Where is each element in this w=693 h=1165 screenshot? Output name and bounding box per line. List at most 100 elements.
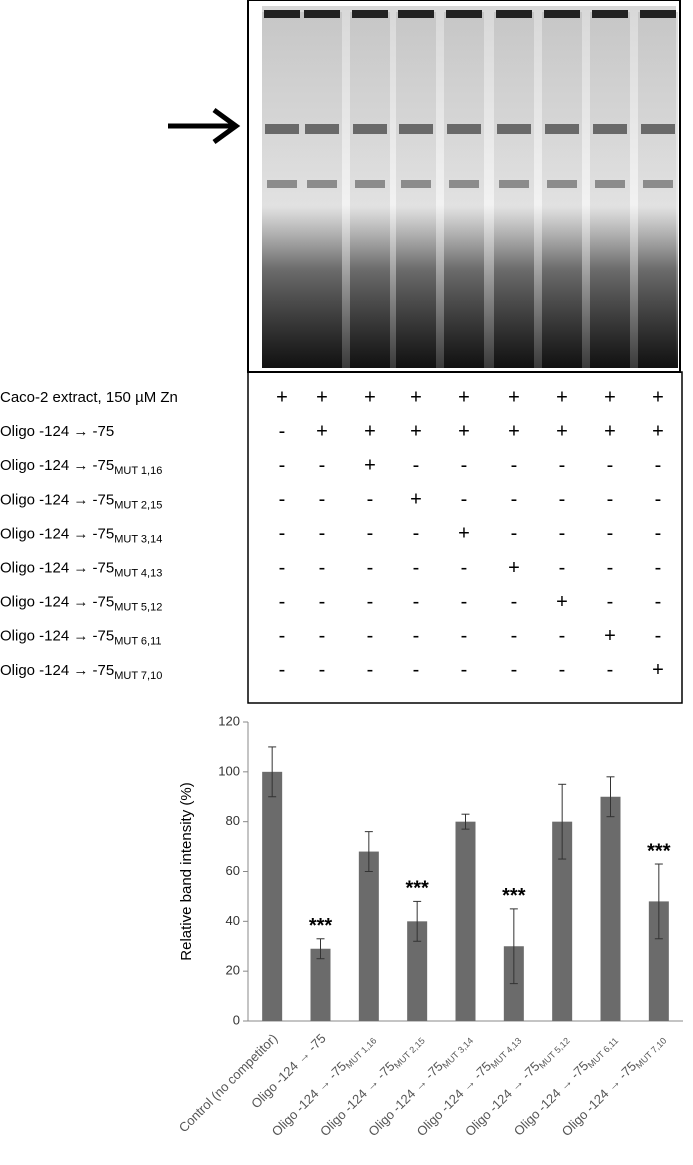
gel-lane <box>302 12 342 368</box>
error-bar <box>654 863 663 940</box>
bar <box>552 821 573 1021</box>
y-tick-label: 60 <box>226 863 240 878</box>
y-axis-label: Relative band intensity (%) <box>178 782 195 960</box>
row-label: Oligo -124 → -75MUT 6,11 <box>0 628 162 648</box>
table-cell: + <box>410 420 422 442</box>
gel-lane <box>444 12 484 368</box>
table-cell: - <box>511 625 518 647</box>
gel-band <box>447 124 481 134</box>
row-label: Oligo -124 → -75MUT 5,12 <box>0 594 162 614</box>
gel-band <box>545 124 579 134</box>
row-label: Oligo -124 → -75MUT 4,13 <box>0 559 162 579</box>
table-cell: + <box>604 420 616 442</box>
table-cell: - <box>413 523 420 545</box>
table: Caco-2 extract, 150 µM Zn + + + + + + + + + Oligo … <box>0 386 664 681</box>
table-cell: - <box>461 659 468 681</box>
row-label-subscript: MUT 5,12 <box>114 602 162 614</box>
gel-band <box>595 180 625 188</box>
table-cell: + <box>316 386 328 408</box>
row-label: Oligo -124 → -75 <box>0 423 114 440</box>
gel-lane <box>396 12 436 368</box>
table-cell: - <box>413 659 420 681</box>
table-cell: + <box>364 386 376 408</box>
table-cell: + <box>364 454 376 476</box>
table-cell: - <box>511 523 518 545</box>
table-cell: + <box>276 386 288 408</box>
row-label: Oligo -124 → -75MUT 7,10 <box>0 662 162 682</box>
table-cell: - <box>413 591 420 613</box>
table-cell: + <box>508 557 520 579</box>
row-label: Oligo -124 → -75MUT 1,16 <box>0 457 162 477</box>
row-label-text: Oligo -124 → -75 <box>0 491 114 508</box>
gel-band <box>593 124 627 134</box>
row-label: Caco-2 extract, 150 µM Zn <box>0 389 178 406</box>
table-cell: - <box>367 591 374 613</box>
table-cell: - <box>511 489 518 511</box>
table-cell: + <box>652 659 664 681</box>
gel-well <box>544 10 580 18</box>
row-label-text: Oligo -124 → -75 <box>0 594 114 611</box>
table-cell: + <box>556 420 568 442</box>
y-tick-label: 40 <box>226 913 240 928</box>
error-bar <box>509 908 518 985</box>
row-label-subscript: MUT 2,15 <box>114 499 162 511</box>
table-cell: - <box>655 454 662 476</box>
y-tick-label: 20 <box>226 963 240 978</box>
row-label-text: Oligo -124 → -75 <box>0 423 114 440</box>
gel-band <box>265 124 299 134</box>
table-cell: - <box>655 557 662 579</box>
bar <box>600 796 621 1021</box>
table-cell: + <box>364 420 376 442</box>
table-cell: - <box>279 659 286 681</box>
table-cell: - <box>367 625 374 647</box>
gel-band <box>641 124 675 134</box>
table-cell: - <box>367 489 374 511</box>
gel-band <box>401 180 431 188</box>
table-cell: + <box>458 386 470 408</box>
row-label: Oligo -124 → -75MUT 2,15 <box>0 491 162 511</box>
x-tick-label-subscript: MUT 2,15 <box>392 1036 427 1071</box>
table-cell: - <box>607 489 614 511</box>
table-cell: - <box>319 557 326 579</box>
table-cell: - <box>319 489 326 511</box>
row-label-text: Caco-2 extract, 150 µM Zn <box>0 389 178 406</box>
table-cell: - <box>279 557 286 579</box>
error-bar <box>461 813 470 830</box>
significance: *** <box>502 885 526 907</box>
table-cell: - <box>461 454 468 476</box>
y-tick-label: 120 <box>218 713 240 728</box>
table-cell: - <box>607 659 614 681</box>
x-tick-label-subscript: MUT 5,12 <box>537 1036 572 1071</box>
row-label-subscript: MUT 3,14 <box>114 533 162 545</box>
table-cell: - <box>655 591 662 613</box>
gel-lane <box>542 12 582 368</box>
bar <box>455 821 476 1021</box>
table-cell: - <box>461 591 468 613</box>
table-cell: - <box>559 454 566 476</box>
gel <box>247 0 681 373</box>
row-label-subscript: MUT 7,10 <box>114 670 162 682</box>
row-label-text: Oligo -124 → -75 <box>0 525 114 542</box>
y-tick-label: 0 <box>233 1012 240 1027</box>
row-label-subscript: MUT 4,13 <box>114 567 162 579</box>
significance: *** <box>405 878 429 900</box>
table-cell: - <box>559 489 566 511</box>
table-cell: - <box>607 591 614 613</box>
table-cell: - <box>413 557 420 579</box>
table-cell: - <box>655 489 662 511</box>
table-cell: - <box>319 454 326 476</box>
table-cell: - <box>279 454 286 476</box>
table-cell: - <box>559 523 566 545</box>
gel-band <box>399 124 433 134</box>
gel-band <box>499 180 529 188</box>
table-cell: - <box>461 625 468 647</box>
table-cell: - <box>511 454 518 476</box>
row-label-text: Oligo -124 → -75 <box>0 559 114 576</box>
gel-band <box>643 180 673 188</box>
row-label: Oligo -124 → -75MUT 3,14 <box>0 525 162 545</box>
error-bar <box>268 746 277 798</box>
error-bar <box>558 783 567 860</box>
error-bar <box>606 776 615 818</box>
gel-well <box>496 10 532 18</box>
